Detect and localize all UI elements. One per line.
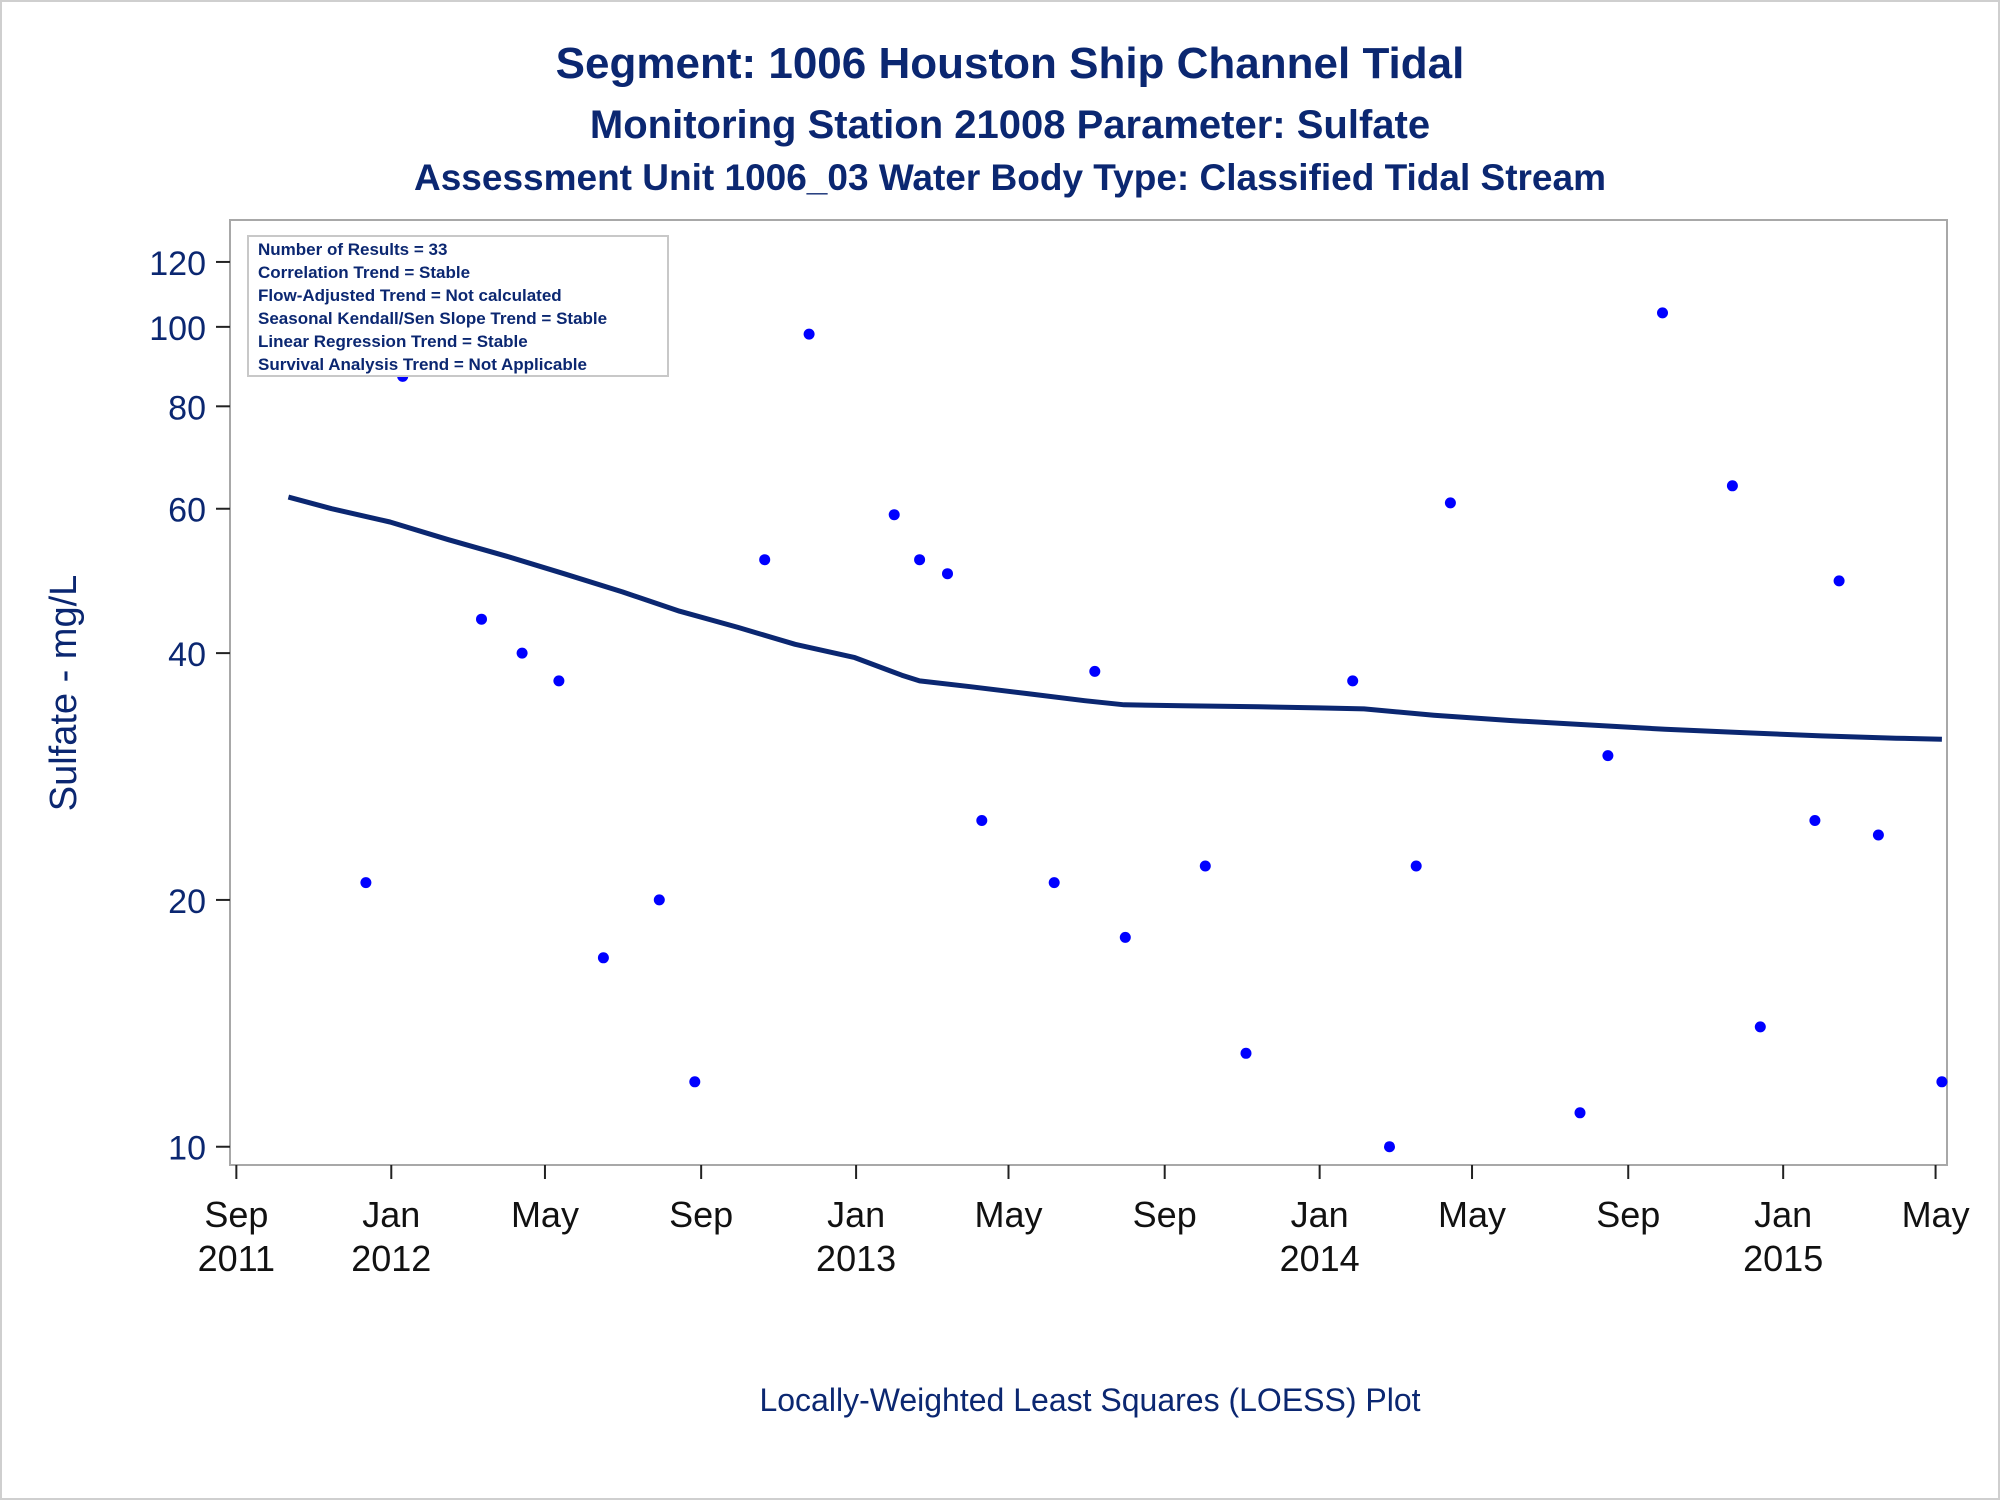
x-tick-label-month: May	[1438, 1194, 1506, 1235]
data-point	[553, 675, 565, 687]
data-point	[1574, 1107, 1586, 1119]
x-tick-label-year: 2014	[1280, 1238, 1360, 1279]
inset-line-flow-adjusted: Flow-Adjusted Trend = Not calculated	[258, 286, 562, 305]
data-point	[803, 328, 815, 340]
y-axis: 10 20 40 60 80 100 120	[149, 245, 230, 1168]
data-point	[1936, 1076, 1948, 1088]
data-point	[360, 877, 372, 889]
x-tick-label-month: May	[974, 1194, 1042, 1235]
x-tick-label-year: 2013	[816, 1238, 896, 1279]
data-point	[1809, 815, 1821, 826]
data-point	[653, 894, 665, 906]
chart-subtitle: Monitoring Station 21008 Parameter: Sulf…	[590, 103, 1430, 147]
x-tick-label-month: Sep	[204, 1194, 268, 1235]
data-point	[476, 613, 487, 625]
data-point	[597, 952, 609, 964]
inset-box: Number of Results = 33 Correlation Trend…	[247, 235, 669, 377]
x-tick-label-month: May	[511, 1194, 579, 1235]
data-point	[759, 554, 771, 566]
data-point	[1089, 665, 1101, 677]
data-point	[1199, 860, 1211, 872]
data-point	[1347, 675, 1359, 687]
inset-line-results: Number of Results = 33	[258, 240, 447, 259]
inset-line-linear-regression: Linear Regression Trend = Stable	[258, 332, 528, 351]
x-tick-label-month: Jan	[827, 1194, 885, 1235]
x-tick-label-month: Sep	[1596, 1194, 1660, 1235]
plot-area	[229, 219, 1948, 1166]
data-point	[1726, 480, 1738, 492]
data-point	[689, 1076, 701, 1088]
data-point	[516, 647, 528, 659]
chart-title: Segment: 1006 Houston Ship Channel Tidal	[556, 39, 1465, 88]
y-tick-label: 10	[168, 1130, 206, 1168]
x-tick-label-month: Jan	[1754, 1194, 1812, 1235]
data-point	[888, 509, 900, 521]
chart-footnote: Locally-Weighted Least Squares (LOESS) P…	[759, 1382, 1420, 1418]
loess-curve	[287, 494, 1942, 742]
data-point	[1119, 931, 1131, 943]
data-point	[1444, 497, 1456, 509]
x-tick-label-month: Sep	[1133, 1194, 1197, 1235]
y-tick-label: 100	[149, 310, 206, 348]
data-point	[1240, 1047, 1252, 1059]
data-point	[1602, 750, 1614, 762]
x-tick-label-month: May	[1902, 1194, 1970, 1235]
data-point	[942, 568, 953, 580]
data-point	[1657, 307, 1668, 319]
y-tick-label: 120	[149, 245, 206, 283]
y-tick-label: 40	[168, 636, 206, 674]
x-tick-label-month: Sep	[669, 1194, 733, 1235]
data-point	[1872, 829, 1884, 841]
y-tick-label: 80	[168, 389, 206, 427]
inset-line-survival-analysis: Survival Analysis Trend = Not Applicable	[258, 355, 587, 374]
y-tick-label: 20	[168, 883, 206, 921]
data-point	[1048, 877, 1060, 889]
x-tick-label-year: 2015	[1743, 1238, 1823, 1279]
data-point	[1384, 1141, 1395, 1153]
data-point	[1754, 1021, 1766, 1033]
inset-line-correlation: Correlation Trend = Stable	[258, 263, 470, 282]
data-point	[976, 815, 988, 826]
chart-subtitle-2: Assessment Unit 1006_03 Water Body Type:…	[414, 157, 1606, 198]
data-point	[1410, 860, 1422, 872]
y-tick-label: 60	[168, 492, 206, 530]
x-tick-label-year: 2012	[351, 1238, 431, 1279]
inset-line-seasonal-kendall: Seasonal Kendall/Sen Slope Trend = Stabl…	[258, 309, 607, 328]
inset-border	[247, 235, 669, 377]
x-tick-label-month: Jan	[362, 1194, 420, 1235]
x-tick-label-year: 2011	[198, 1238, 275, 1279]
x-tick-label-month: Jan	[1291, 1194, 1349, 1235]
data-point	[1833, 575, 1845, 587]
data-point	[914, 554, 926, 566]
y-axis-label: Sulfate - mg/L	[43, 575, 85, 812]
